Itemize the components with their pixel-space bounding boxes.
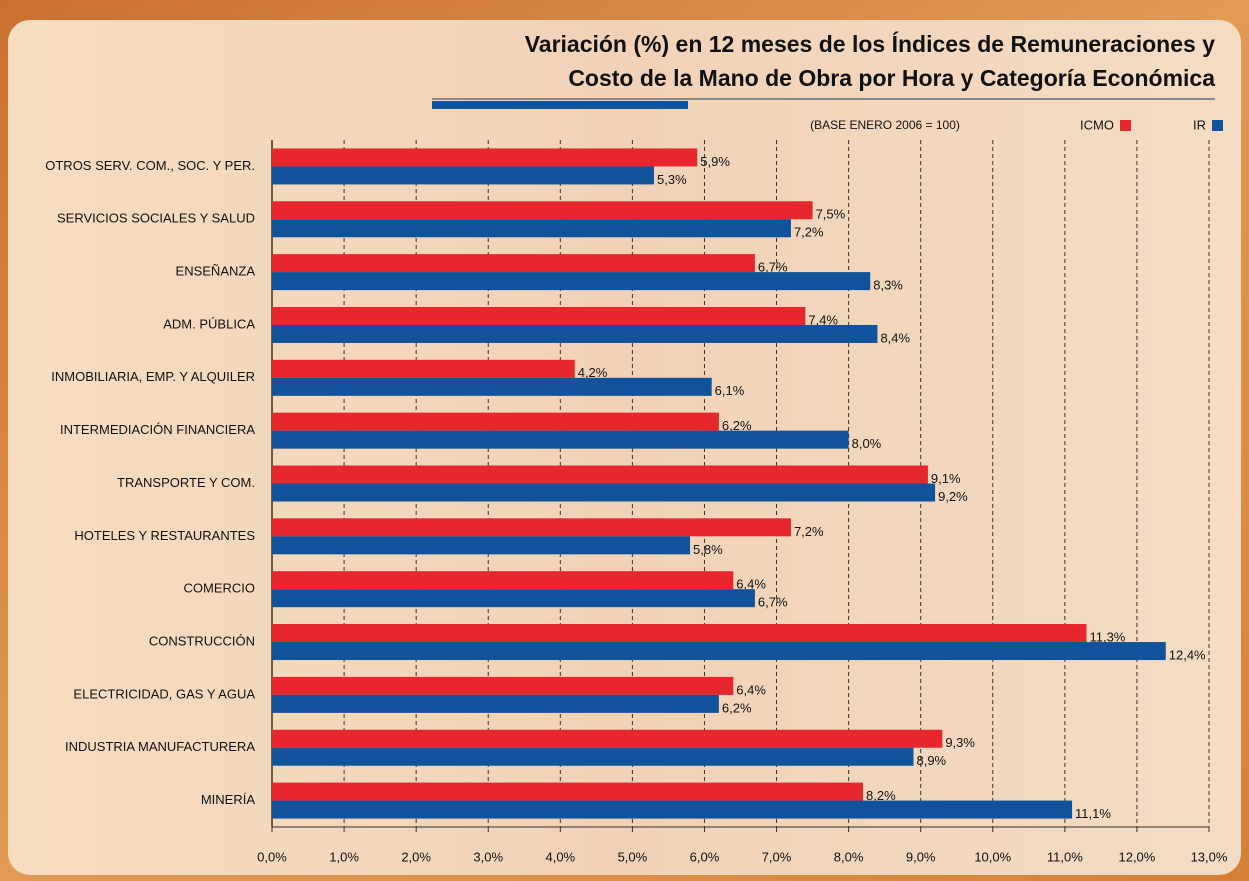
y-tick-label: OTROS SERV. COM., SOC. Y PER.	[45, 158, 255, 173]
title-accent	[432, 101, 688, 109]
bar	[272, 201, 813, 220]
value-label: 5,8%	[693, 542, 723, 557]
bar	[272, 148, 698, 167]
x-tick-label: 8,0%	[834, 849, 864, 864]
x-tick-label: 11,0%	[1047, 849, 1083, 864]
chart-title: Costo de la Mano de Obra por Hora y Cate…	[568, 65, 1215, 91]
x-tick-label: 4,0%	[545, 849, 575, 864]
bar	[272, 272, 871, 291]
bar	[272, 324, 878, 343]
x-tick-label: 12,0%	[1118, 849, 1155, 864]
x-tick-label: 5,0%	[618, 849, 648, 864]
x-tick-label: 2,0%	[401, 849, 431, 864]
legend-swatch	[1212, 120, 1223, 131]
x-tick-label: 3,0%	[473, 849, 503, 864]
bar	[272, 694, 719, 713]
value-label: 8,0%	[852, 436, 882, 451]
value-label: 6,1%	[715, 383, 745, 398]
bar	[272, 412, 719, 431]
y-tick-label: INTERMEDIACIÓN FINANCIERA	[60, 422, 255, 437]
y-tick-label: ADM. PÚBLICA	[163, 316, 255, 331]
y-tick-label: CONSTRUCCIÓN	[149, 633, 255, 648]
bar	[272, 676, 734, 695]
chart-subtitle: (BASE ENERO 2006 = 100)	[810, 118, 960, 132]
value-label: 7,5%	[816, 207, 846, 222]
x-tick-label: 10,0%	[974, 849, 1011, 864]
value-label: 6,7%	[758, 260, 788, 275]
bar	[272, 729, 943, 748]
value-label: 5,3%	[657, 172, 687, 187]
bar	[272, 359, 575, 378]
y-tick-label: ENSEÑANZA	[176, 264, 256, 279]
bar	[272, 642, 1166, 661]
bar	[272, 254, 755, 273]
value-label: 8,9%	[916, 753, 946, 768]
value-label: 6,4%	[736, 682, 766, 697]
legend-swatch	[1120, 120, 1131, 131]
y-tick-label: HOTELES Y RESTAURANTES	[74, 528, 255, 543]
legend-label: ICMO	[1080, 117, 1114, 132]
x-tick-label: 9,0%	[906, 849, 936, 864]
y-tick-label: SERVICIOS SOCIALES Y SALUD	[57, 211, 255, 226]
y-tick-label: COMERCIO	[184, 581, 256, 596]
value-label: 4,2%	[578, 365, 608, 380]
bar	[272, 483, 936, 502]
bar	[272, 518, 791, 537]
x-tick-label: 1,0%	[329, 849, 359, 864]
value-label: 7,4%	[808, 312, 838, 327]
bar	[272, 782, 864, 801]
bar	[272, 536, 691, 555]
value-label: 6,4%	[736, 577, 766, 592]
value-label: 9,2%	[938, 489, 968, 504]
value-label: 7,2%	[794, 524, 824, 539]
x-tick-label: 6,0%	[690, 849, 720, 864]
value-label: 12,4%	[1169, 647, 1206, 662]
value-label: 8,3%	[873, 278, 903, 293]
y-tick-label: ELECTRICIDAD, GAS Y AGUA	[73, 686, 255, 701]
bar	[272, 465, 928, 484]
x-tick-label: 7,0%	[762, 849, 792, 864]
x-tick-label: 13,0%	[1191, 849, 1228, 864]
bar	[272, 306, 806, 325]
y-tick-label: MINERÍA	[201, 792, 256, 807]
bar	[272, 747, 914, 766]
value-label: 11,1%	[1075, 806, 1111, 821]
bar	[272, 430, 849, 449]
y-tick-label: INMOBILIARIA, EMP. Y ALQUILER	[51, 369, 255, 384]
bar	[272, 377, 712, 396]
bar	[272, 166, 655, 185]
chart-title: Variación (%) en 12 meses de los Índices…	[525, 30, 1216, 57]
legend-label: IR	[1193, 117, 1206, 132]
value-label: 11,3%	[1089, 629, 1125, 644]
bar	[272, 589, 755, 608]
y-tick-label: INDUSTRIA MANUFACTURERA	[65, 739, 255, 754]
bar	[272, 800, 1073, 819]
value-label: 6,7%	[758, 595, 788, 610]
value-label: 6,2%	[722, 418, 752, 433]
value-label: 8,2%	[866, 788, 896, 803]
y-tick-label: TRANSPORTE Y COM.	[117, 475, 255, 490]
x-tick-label: 0,0%	[257, 849, 287, 864]
value-label: 5,9%	[700, 154, 730, 169]
bar	[272, 571, 734, 590]
value-label: 8,4%	[880, 330, 910, 345]
value-label: 7,2%	[794, 225, 824, 240]
bar	[272, 624, 1087, 643]
value-label: 9,1%	[931, 471, 961, 486]
bar	[272, 219, 791, 238]
value-label: 6,2%	[722, 700, 752, 715]
value-label: 9,3%	[945, 735, 975, 750]
